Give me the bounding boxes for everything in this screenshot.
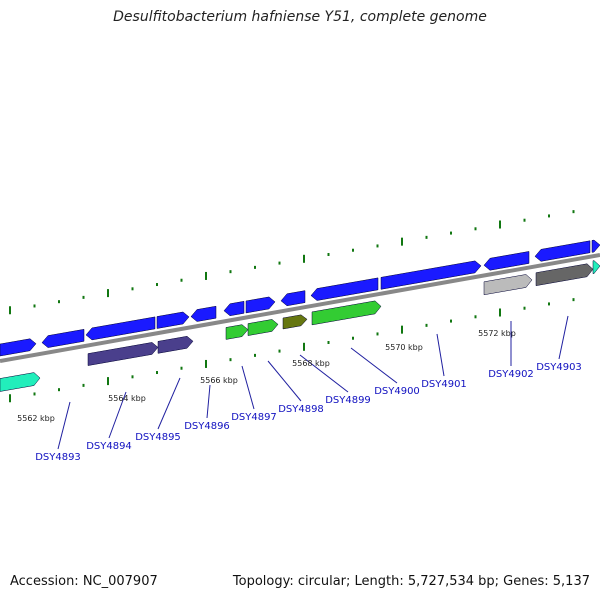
accession-text: Accession: NC_007907 <box>10 574 158 589</box>
gene-arrow <box>591 239 600 253</box>
gene-arrow <box>85 316 156 341</box>
gene-label-dsy4901: DSY4901 <box>421 379 467 390</box>
leader-line <box>267 360 302 402</box>
label-leader-lines <box>57 315 569 450</box>
gene-label-dsy4900: DSY4900 <box>374 386 420 397</box>
gene-label-dsy4903: DSY4903 <box>536 362 582 373</box>
gene-arrow <box>190 305 217 322</box>
gene-label-dsy4898: DSY4898 <box>278 404 324 415</box>
kbp-label: 5564 kbp <box>108 394 146 403</box>
leader-line <box>436 333 445 377</box>
gene-labels: DSY4893DSY4894DSY4895DSY4896DSY4897DSY48… <box>35 362 582 463</box>
gene-arrow <box>534 240 591 262</box>
gene-arrow <box>310 277 379 301</box>
gene-arrow <box>280 290 306 307</box>
map-title: Desulfitobacterium hafniense Y51, comple… <box>113 9 487 25</box>
genome-backbone <box>0 253 600 363</box>
gene-arrow <box>41 329 85 348</box>
gene-arrow <box>245 296 276 314</box>
gene-arrow <box>483 251 530 271</box>
gene-arrow <box>311 300 382 326</box>
gene-arrow <box>247 319 279 336</box>
gene-label-dsy4897: DSY4897 <box>231 412 277 423</box>
topology-text: Topology: circular; Length: 5,727,534 bp… <box>232 574 590 589</box>
kbp-label: 5562 kbp <box>17 414 55 423</box>
gene-arrow <box>0 338 37 357</box>
leader-line <box>57 401 71 450</box>
kbp-labels: 5562 kbp 5564 kbp 5566 kbp 5568 kbp 5570 kbp… <box>17 329 516 423</box>
gene-label-dsy4894: DSY4894 <box>86 441 132 452</box>
gene-label-dsy4895: DSY4895 <box>135 432 181 443</box>
leader-line <box>299 354 349 393</box>
leader-line <box>241 365 255 410</box>
leader-line <box>558 315 569 360</box>
gene-features <box>0 239 600 392</box>
gene-arrow <box>156 311 190 329</box>
leader-line <box>206 384 211 419</box>
backbone-line <box>0 253 600 363</box>
gene-arrow <box>380 260 482 290</box>
kbp-label: 5572 kbp <box>478 329 516 338</box>
leader-line <box>108 391 127 439</box>
tick-marks <box>9 210 575 403</box>
gene-label-dsy4899: DSY4899 <box>325 395 371 406</box>
gene-label-dsy4893: DSY4893 <box>35 452 81 463</box>
gene-arrow <box>592 260 600 275</box>
gene-label-dsy4902: DSY4902 <box>488 369 534 380</box>
gene-arrow <box>157 336 194 354</box>
gene-arrow <box>483 274 533 296</box>
leader-line <box>157 377 181 430</box>
gene-arrow <box>225 324 249 340</box>
gene-arrow <box>282 314 308 330</box>
gene-label-dsy4896: DSY4896 <box>184 421 230 432</box>
gene-arrow <box>0 372 41 392</box>
gene-arrow <box>535 263 594 286</box>
gene-arrow <box>223 301 245 317</box>
gene-arrow <box>87 342 159 366</box>
kbp-label: 5570 kbp <box>385 343 423 352</box>
leader-line <box>350 347 398 384</box>
kbp-label: 5566 kbp <box>200 376 238 385</box>
kbp-label: 5568 kbp <box>292 359 330 368</box>
